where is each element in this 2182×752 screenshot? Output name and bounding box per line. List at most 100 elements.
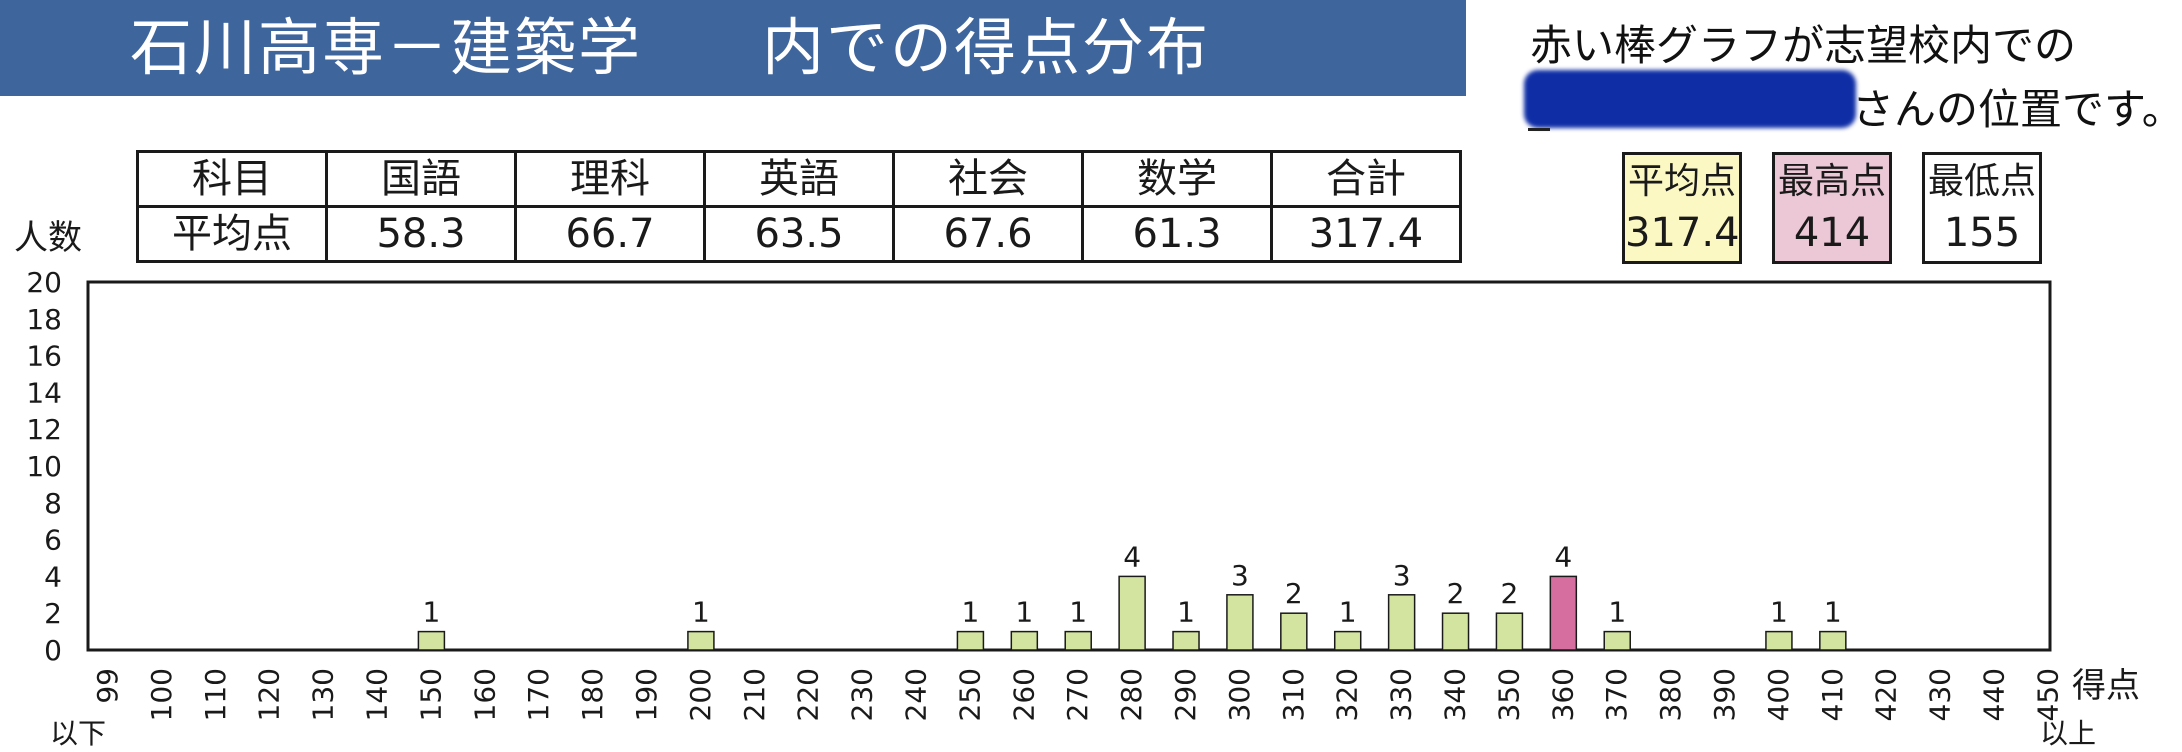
x-tick-label: 210 (738, 668, 771, 721)
title-school: 石川高専－建築学 (130, 11, 643, 84)
x-tick-label: 100 (145, 668, 178, 721)
x-tick-label: 120 (253, 668, 286, 721)
min-score-label: 最低点 (1927, 161, 2036, 202)
x-tick-label: 290 (1169, 668, 1202, 721)
x-tick-label: 450 (2031, 668, 2064, 721)
y-tick-label: 20 (26, 266, 62, 299)
below-range-label: 以下 (50, 717, 107, 750)
y-tick-label: 10 (26, 450, 62, 483)
highlight-bar (1549, 575, 1578, 651)
bar (1118, 575, 1146, 651)
bar (417, 630, 446, 651)
min-score-box: 最低点 155 (1922, 152, 2042, 264)
bar-value-label: 1 (1069, 596, 1087, 629)
bar-value-label: 2 (1447, 577, 1465, 610)
y-tick-label: 18 (26, 303, 62, 336)
bar-value-label: 2 (1501, 577, 1519, 610)
x-tick-label: 330 (1385, 668, 1418, 721)
y-tick-label: 4 (44, 560, 62, 593)
x-tick-label: 310 (1277, 668, 1310, 721)
y-tick-label: 0 (44, 634, 62, 667)
x-tick-label: 380 (1654, 668, 1687, 721)
subject-math: 数学 (1081, 150, 1273, 208)
subject-social: 社会 (892, 150, 1084, 208)
note-line-2: さんの位置です。 (1852, 85, 2182, 134)
x-tick-label: 170 (522, 668, 555, 721)
x-tick-label: 140 (361, 668, 394, 721)
subject-japanese: 国語 (325, 150, 517, 208)
max-score-label: 最高点 (1777, 161, 1886, 202)
x-tick-label: 150 (414, 668, 447, 721)
x-tick-label: 440 (1978, 668, 2011, 721)
row-header-average: 平均点 (136, 205, 328, 263)
bar (687, 630, 715, 651)
x-tick-label: 300 (1223, 668, 1256, 721)
bar-value-label: 3 (1231, 559, 1249, 592)
bar (1226, 594, 1254, 651)
x-tick-label: 200 (684, 668, 717, 721)
bar (1441, 612, 1470, 651)
x-tick-label: 270 (1061, 668, 1094, 721)
x-tick-label: 220 (792, 668, 825, 721)
bar (1010, 630, 1039, 651)
y-tick-label: 2 (44, 597, 62, 630)
bar-value-label: 4 (1123, 540, 1141, 573)
y-tick-label: 6 (44, 524, 62, 557)
x-tick-label: 370 (1600, 668, 1633, 721)
bar (1603, 630, 1631, 651)
subject-english: 英語 (703, 150, 895, 208)
min-score-value: 155 (1943, 210, 2021, 256)
bar-value-label: 1 (1608, 596, 1626, 629)
bar (1172, 630, 1200, 651)
y-tick-label: 8 (44, 487, 62, 520)
x-tick-label: 160 (468, 668, 501, 721)
average-social: 67.6 (892, 205, 1084, 263)
bar-value-label: 1 (962, 596, 980, 629)
average-japanese: 58.3 (325, 205, 517, 263)
max-score-value: 414 (1793, 210, 1871, 256)
x-tick-label: 340 (1439, 668, 1472, 721)
header-bar (0, 0, 1466, 96)
bar (956, 630, 985, 651)
bar (1819, 630, 1847, 651)
y-tick-label: 14 (26, 376, 62, 409)
bar (1280, 612, 1308, 651)
bar-value-label: 1 (1015, 596, 1033, 629)
bar-value-label: 1 (1339, 596, 1357, 629)
average-math: 61.3 (1081, 205, 1273, 263)
x-tick-label: 110 (199, 668, 232, 721)
page-title: 石川高専－建築学 内での得点分布 (130, 6, 1210, 90)
bar-value-label: 1 (1177, 596, 1195, 629)
x-tick-label: 99 (91, 668, 124, 704)
bar-value-label: 1 (422, 596, 440, 629)
bar-value-label: 3 (1393, 559, 1411, 592)
average-english: 63.5 (703, 205, 895, 263)
y-tick-label: 12 (26, 413, 62, 446)
average-row: 平均点 58.3 66.7 63.5 67.6 61.3 317.4 (136, 205, 1462, 263)
x-tick-label: 260 (1007, 668, 1040, 721)
x-tick-label: 390 (1708, 668, 1741, 721)
bar-value-label: 2 (1285, 577, 1303, 610)
x-tick-label: 130 (307, 668, 340, 721)
x-tick-label: 350 (1492, 668, 1525, 721)
bar-value-label: 1 (1770, 596, 1788, 629)
x-tick-label: 240 (900, 668, 933, 721)
bar (1387, 594, 1416, 651)
x-tick-label: 250 (953, 668, 986, 721)
average-score-value: 317.4 (1625, 210, 1740, 256)
average-total: 317.4 (1270, 205, 1462, 263)
x-tick-label: 280 (1115, 668, 1148, 721)
x-tick-label: 360 (1546, 668, 1579, 721)
x-tick-label: 420 (1870, 668, 1903, 721)
bar (1333, 630, 1362, 651)
average-science: 66.7 (514, 205, 706, 263)
x-axis-label: 得点 (2072, 666, 2140, 706)
y-tick-label: 16 (26, 340, 62, 373)
average-score-table: 科目 国語 理科 英語 社会 数学 合計 平均点 58.3 66.7 63.5 … (136, 150, 1462, 263)
bar (1064, 630, 1092, 651)
subject-science: 理科 (514, 150, 706, 208)
title-rest: 内での得点分布 (762, 11, 1211, 84)
redaction-underline (1528, 128, 1550, 131)
y-axis-label: 人数 (14, 218, 82, 258)
